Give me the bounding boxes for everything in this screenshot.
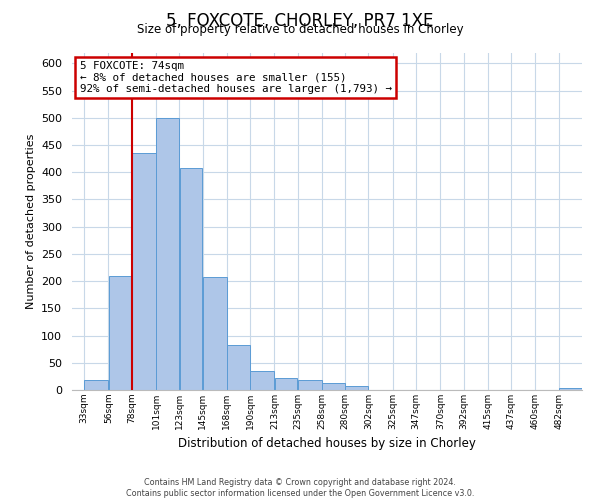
Bar (156, 118, 179, 390)
Text: 5 FOXCOTE: 74sqm
← 8% of detached houses are smaller (155)
92% of semi-detached : 5 FOXCOTE: 74sqm ← 8% of detached houses… (80, 61, 392, 94)
Text: Contains HM Land Registry data © Crown copyright and database right 2024.
Contai: Contains HM Land Registry data © Crown c… (126, 478, 474, 498)
Y-axis label: Number of detached properties: Number of detached properties (26, 134, 35, 309)
Bar (132, 153, 156, 390)
Bar (179, 168, 202, 390)
Text: Size of property relative to detached houses in Chorley: Size of property relative to detached ho… (137, 22, 463, 36)
Bar (559, 388, 582, 390)
Bar (275, 378, 298, 390)
Bar (322, 383, 345, 390)
Bar (109, 276, 131, 390)
Bar (250, 371, 274, 390)
Bar (85, 380, 108, 390)
Bar (298, 380, 322, 390)
Bar (346, 386, 368, 390)
X-axis label: Distribution of detached houses by size in Chorley: Distribution of detached houses by size … (178, 438, 476, 450)
Text: 5, FOXCOTE, CHORLEY, PR7 1XE: 5, FOXCOTE, CHORLEY, PR7 1XE (166, 12, 434, 30)
Bar (227, 345, 250, 390)
Bar (203, 277, 227, 390)
